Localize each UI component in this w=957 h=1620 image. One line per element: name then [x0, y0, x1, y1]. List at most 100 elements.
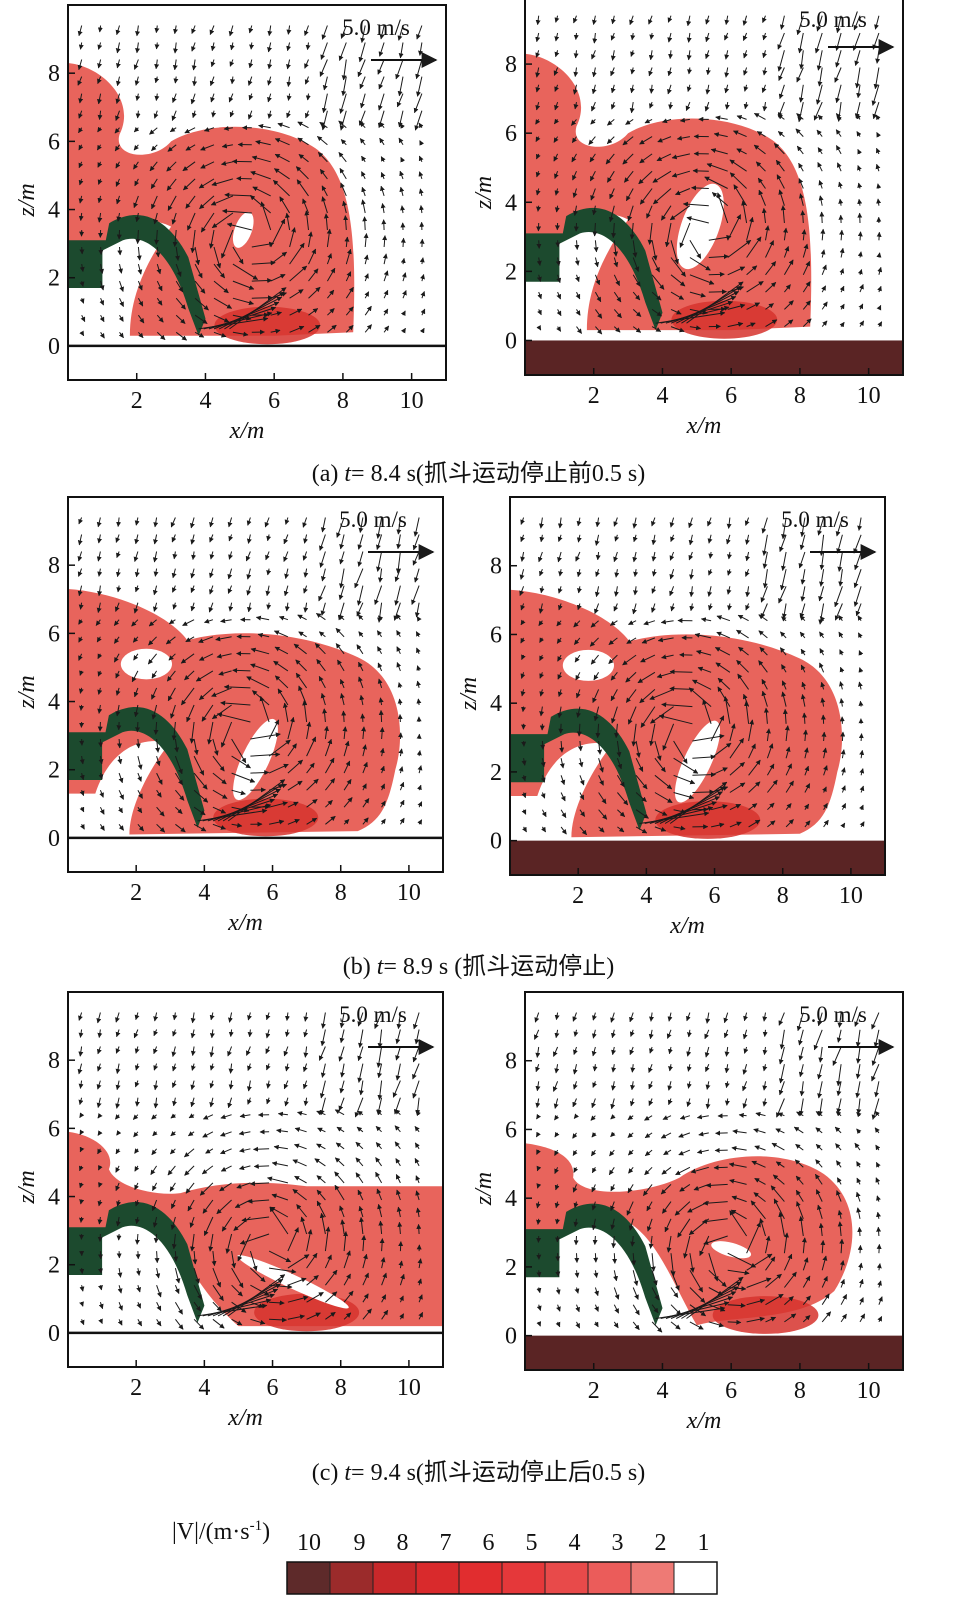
velocity-vector — [644, 118, 653, 124]
x-tick-label: 6 — [725, 1378, 737, 1404]
velocity-vector — [308, 248, 317, 265]
velocity-vector — [613, 257, 619, 268]
legend-swatch — [372, 1561, 417, 1595]
velocity-vector — [736, 148, 747, 155]
velocity-vector — [605, 153, 615, 165]
y-tick-label: 8 — [48, 1048, 60, 1074]
velocity-vector — [209, 25, 215, 36]
velocity-vector — [857, 231, 863, 241]
velocity-vector — [133, 144, 139, 151]
velocity-vector — [536, 324, 542, 331]
velocity-vector — [379, 137, 385, 146]
velocity-vector — [339, 167, 347, 180]
velocity-vector — [553, 67, 559, 76]
velocity-vector — [397, 110, 404, 128]
velocity-vector — [746, 265, 758, 276]
velocity-vector — [639, 136, 653, 145]
y-tick-label: 6 — [48, 621, 60, 647]
velocity-vector — [553, 136, 559, 143]
reference-vector-label: 5.0 m/s — [799, 1002, 867, 1027]
panel-content — [510, 497, 885, 875]
velocity-vector — [253, 1146, 270, 1152]
velocity-vector — [221, 160, 234, 166]
velocity-vector — [669, 205, 691, 221]
velocity-vector — [78, 93, 84, 104]
x-tick-label: 2 — [131, 388, 143, 414]
velocity-vector — [166, 178, 177, 191]
velocity-vector — [267, 59, 273, 70]
velocity-vector — [784, 300, 794, 310]
velocity-vector — [326, 228, 332, 248]
velocity-vector — [116, 59, 121, 69]
velocity-vector — [78, 42, 84, 50]
velocity-vector — [594, 291, 602, 303]
y-tick-label: 0 — [505, 328, 517, 354]
velocity-vector — [270, 328, 281, 334]
velocity-vector — [535, 188, 541, 196]
velocity-vector — [646, 205, 653, 219]
x-tick-label: 4 — [199, 388, 211, 414]
velocity-vector — [343, 215, 349, 231]
velocity-vector — [210, 59, 216, 68]
x-tick-label: 8 — [794, 1378, 806, 1404]
velocity-vector — [166, 161, 177, 172]
velocity-vector — [378, 76, 385, 90]
x-tick-label: 4 — [198, 880, 210, 906]
velocity-vector — [670, 291, 685, 300]
velocity-vector — [119, 280, 124, 292]
panel-content — [525, 0, 903, 375]
velocity-vector — [96, 144, 102, 151]
velocity-vector — [250, 170, 271, 180]
velocity-vector — [317, 152, 328, 163]
plume-core — [214, 306, 321, 345]
velocity-vector — [705, 67, 711, 76]
x-tick-label: 10 — [857, 1378, 881, 1404]
velocity-vector — [79, 298, 85, 304]
velocity-vector — [857, 1244, 863, 1254]
velocity-vector — [729, 172, 747, 189]
velocity-vector — [660, 205, 672, 221]
velocity-vector — [571, 153, 577, 163]
x-tick-label: 4 — [640, 883, 652, 909]
velocity-vector — [399, 186, 405, 197]
legend-swatch — [501, 1561, 546, 1595]
x-tick-label: 6 — [267, 1375, 279, 1401]
velocity-vector — [380, 203, 386, 214]
velocity-vector — [304, 59, 309, 69]
velocity-vector — [190, 93, 196, 105]
velocity-vector — [360, 199, 366, 214]
velocity-vector — [249, 42, 255, 50]
panel-content — [68, 497, 443, 872]
velocity-vector — [175, 314, 186, 324]
velocity-vector — [536, 153, 541, 160]
velocity-vector — [119, 297, 124, 307]
velocity-vector — [156, 280, 163, 292]
x-axis-label: x/m — [227, 910, 263, 936]
velocity-vector — [400, 327, 406, 334]
velocity-vector — [574, 1253, 580, 1263]
velocity-vector — [79, 280, 85, 287]
x-tick-label: 6 — [709, 883, 721, 909]
velocity-vector — [286, 25, 292, 35]
velocity-vector — [554, 50, 560, 58]
velocity-vector — [267, 93, 272, 103]
plume-core — [254, 1293, 360, 1332]
velocity-vector — [174, 246, 180, 261]
velocity-vector — [418, 42, 423, 56]
velocity-vector — [708, 254, 729, 260]
velocity-vector — [670, 274, 686, 287]
velocity-vector — [270, 251, 288, 265]
plume-region — [525, 53, 812, 331]
velocity-vector — [591, 50, 596, 60]
velocity-vector — [708, 234, 732, 241]
velocity-vector — [647, 222, 653, 245]
velocity-vector — [556, 309, 562, 317]
reference-vector-label: 5.0 m/s — [342, 15, 410, 40]
velocity-vector — [606, 170, 615, 183]
velocity-vector — [308, 286, 321, 299]
velocity-vector — [77, 76, 83, 86]
velocity-vector — [400, 237, 406, 248]
y-axis-label: z/m — [471, 1172, 497, 1206]
velocity-vector — [592, 222, 598, 237]
velocity-vector — [630, 67, 636, 75]
